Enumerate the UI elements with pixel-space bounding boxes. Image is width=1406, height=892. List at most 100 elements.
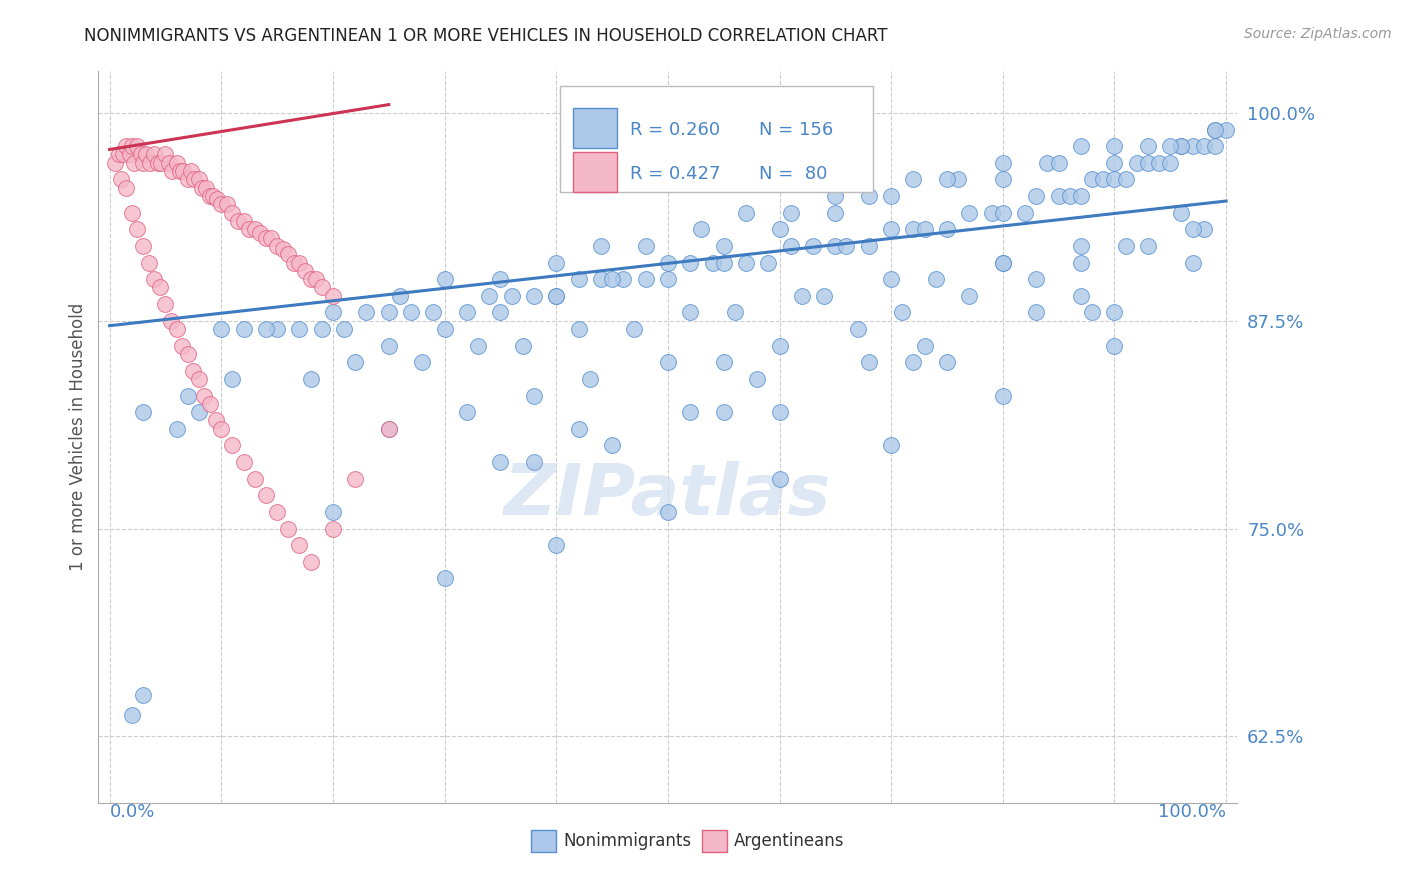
Point — [546, 289, 568, 303]
Point — [411, 355, 433, 369]
Point — [679, 255, 702, 269]
Point — [377, 338, 399, 352]
Point — [232, 214, 254, 228]
Point — [657, 505, 679, 519]
Point — [1181, 255, 1204, 269]
Point — [344, 355, 367, 369]
Point — [160, 314, 183, 328]
Point — [198, 189, 221, 203]
Point — [1081, 172, 1104, 186]
Point — [194, 180, 217, 194]
Bar — [574, 108, 617, 148]
Point — [177, 172, 200, 186]
Point — [456, 305, 478, 319]
Point — [115, 180, 138, 194]
Point — [1136, 139, 1159, 153]
Point — [657, 355, 679, 369]
Point — [779, 239, 801, 253]
Point — [1092, 172, 1115, 186]
Point — [311, 280, 333, 294]
Point — [936, 355, 959, 369]
Point — [936, 222, 959, 236]
Point — [779, 205, 801, 219]
Point — [132, 155, 155, 169]
Point — [914, 338, 936, 352]
Point — [1104, 155, 1126, 169]
Point — [489, 272, 512, 286]
Point — [735, 205, 758, 219]
Point — [177, 388, 200, 402]
Point — [713, 239, 735, 253]
Point — [215, 197, 238, 211]
Point — [478, 289, 501, 303]
Point — [824, 189, 846, 203]
Point — [169, 164, 191, 178]
Point — [1025, 272, 1047, 286]
Point — [1136, 155, 1159, 169]
Point — [157, 155, 180, 169]
Point — [1204, 122, 1226, 136]
Point — [1025, 189, 1047, 203]
Point — [846, 322, 869, 336]
Point — [122, 155, 145, 169]
Point — [288, 322, 311, 336]
Point — [344, 472, 367, 486]
Point — [813, 289, 835, 303]
Point — [221, 438, 243, 452]
Point — [243, 472, 266, 486]
Text: Nonimmigrants: Nonimmigrants — [562, 832, 692, 850]
Point — [679, 305, 702, 319]
Point — [1104, 338, 1126, 352]
Point — [768, 222, 790, 236]
Point — [266, 239, 288, 253]
Point — [1025, 305, 1047, 319]
Point — [187, 172, 209, 186]
Point — [790, 289, 813, 303]
Point — [1070, 139, 1092, 153]
Point — [183, 172, 205, 186]
Point — [567, 422, 589, 436]
Point — [1181, 139, 1204, 153]
Point — [322, 305, 344, 319]
Point — [271, 242, 294, 256]
Point — [1159, 139, 1181, 153]
Point — [277, 247, 299, 261]
Point — [523, 289, 546, 303]
Text: N =  80: N = 80 — [759, 165, 827, 183]
Point — [634, 272, 657, 286]
Bar — [531, 830, 557, 852]
Point — [1014, 205, 1036, 219]
Point — [118, 147, 141, 161]
Point — [238, 222, 260, 236]
Point — [880, 438, 903, 452]
Point — [657, 255, 679, 269]
Point — [1070, 289, 1092, 303]
Point — [191, 180, 214, 194]
Text: Source: ZipAtlas.com: Source: ZipAtlas.com — [1244, 27, 1392, 41]
Text: 100.0%: 100.0% — [1159, 803, 1226, 821]
Point — [724, 305, 747, 319]
Point — [180, 164, 202, 178]
Point — [702, 255, 724, 269]
Point — [578, 372, 600, 386]
Point — [198, 397, 221, 411]
Point — [713, 255, 735, 269]
Point — [936, 172, 959, 186]
Point — [221, 372, 243, 386]
Point — [1192, 222, 1215, 236]
Point — [1147, 155, 1170, 169]
Point — [768, 405, 790, 419]
Point — [322, 505, 344, 519]
Point — [489, 305, 512, 319]
Point — [299, 555, 322, 569]
Point — [567, 322, 589, 336]
Text: 0.0%: 0.0% — [110, 803, 155, 821]
Point — [433, 272, 456, 286]
Point — [991, 255, 1014, 269]
Point — [172, 338, 194, 352]
Point — [377, 305, 399, 319]
Point — [132, 688, 155, 702]
Point — [177, 347, 200, 361]
Point — [1204, 122, 1226, 136]
Point — [305, 272, 328, 286]
